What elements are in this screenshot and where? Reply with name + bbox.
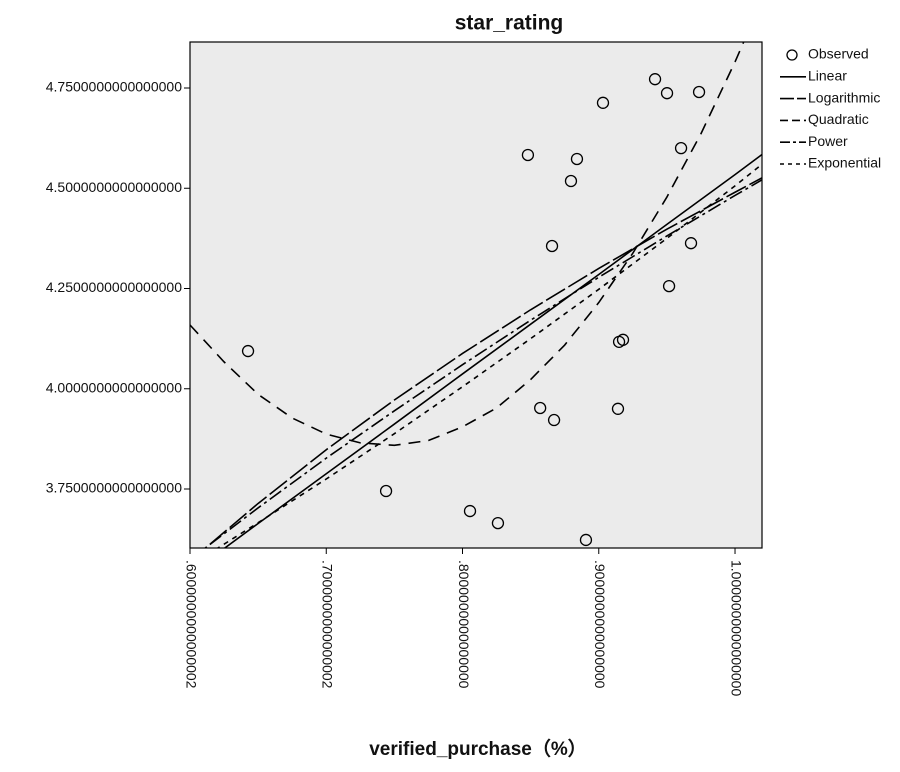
observed-point bbox=[534, 401, 547, 415]
fit-line bbox=[203, 179, 762, 548]
x-tick-label: .6000000000000002 bbox=[183, 560, 199, 689]
plot-area bbox=[189, 41, 763, 549]
observed-point bbox=[379, 484, 393, 498]
chart-title: star_rating bbox=[455, 12, 564, 35]
y-tick-label: 4.0000000000000000 bbox=[46, 379, 182, 395]
observed-point bbox=[674, 141, 688, 155]
observed-point bbox=[241, 344, 255, 358]
observed-point bbox=[611, 402, 625, 415]
fit-line bbox=[204, 177, 762, 548]
fit-line bbox=[190, 42, 745, 447]
observed-point bbox=[521, 148, 535, 162]
observed-point bbox=[545, 239, 559, 253]
observed-point bbox=[684, 237, 698, 250]
observed-point bbox=[662, 279, 676, 293]
curves bbox=[190, 42, 762, 548]
observed-point bbox=[579, 533, 593, 547]
observed-point bbox=[616, 333, 630, 346]
x-tick-label: .8000000000000000 bbox=[456, 560, 472, 689]
observed-point bbox=[570, 152, 584, 166]
legend-label: Quadratic bbox=[808, 111, 869, 127]
y-tick-label: 3.7500000000000000 bbox=[46, 480, 182, 496]
legend-marker bbox=[786, 49, 798, 61]
legend-label: Linear bbox=[808, 68, 847, 84]
legend-label: Power bbox=[808, 133, 848, 149]
legend-label: Logarithmic bbox=[808, 89, 880, 105]
x-tick-label: .9000000000000000 bbox=[592, 560, 608, 689]
observed-point bbox=[692, 85, 706, 99]
observed-point bbox=[660, 87, 674, 100]
observed-point bbox=[564, 174, 578, 188]
legend-label: Observed bbox=[808, 46, 869, 62]
observed-point bbox=[596, 96, 610, 109]
observed-point bbox=[463, 504, 477, 518]
x-tick-label: 1.0000000000000000 bbox=[728, 560, 744, 696]
y-tick-label: 4.2500000000000000 bbox=[46, 279, 182, 295]
x-axis-title: verified_purchase（%） bbox=[369, 737, 587, 760]
x-tick-label: .7000000000000002 bbox=[320, 560, 336, 689]
y-tick-label: 4.7500000000000000 bbox=[46, 79, 182, 95]
fit-line bbox=[216, 163, 762, 548]
observed-point bbox=[547, 413, 561, 427]
legend-label: Exponential bbox=[808, 155, 881, 171]
fit-line bbox=[223, 153, 762, 548]
observed-point bbox=[491, 516, 505, 530]
y-tick-label: 4.5000000000000000 bbox=[46, 179, 182, 195]
observed-point bbox=[648, 73, 662, 86]
